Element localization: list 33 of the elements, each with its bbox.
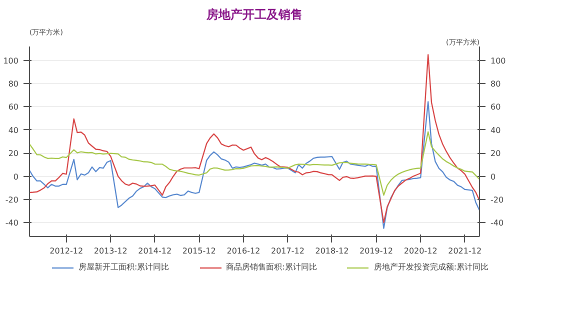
y2-tick-label: 100	[490, 56, 506, 66]
x-tick-label: 2017-12	[271, 246, 304, 256]
y2-tick-label: -40	[490, 218, 504, 228]
x-tick-label: 2013-12	[94, 246, 128, 256]
y2-tick-label: 60	[490, 102, 501, 112]
y2-tick-label: 80	[490, 80, 501, 89]
y-tick-label: 40	[8, 126, 19, 135]
x-tick-label: 2021-12	[448, 246, 482, 256]
x-tick-label: 2015-12	[182, 246, 216, 256]
x-tick-label: 2020-12	[404, 246, 438, 256]
y-tick-label: 60	[8, 102, 19, 112]
y-tick-label: 80	[8, 80, 19, 89]
y2-tick-label: 0	[490, 172, 496, 182]
y-tick-label: -40	[5, 218, 19, 228]
y-tick-label: 0	[13, 172, 19, 182]
chart-title: 房地产开工及销售	[206, 8, 302, 22]
x-tick-label: 2018-12	[315, 246, 349, 256]
y2-tick-label: -20	[490, 195, 504, 204]
x-tick-label: 2016-12	[226, 246, 260, 256]
legend-label: 房屋新开工面积:累计同比	[78, 262, 170, 272]
line-series	[30, 131, 480, 196]
line-series	[30, 54, 480, 224]
x-tick-label: 2014-12	[138, 246, 172, 256]
y-tick-label: -20	[5, 195, 19, 204]
x-tick-label: 2012-12	[50, 246, 84, 256]
x-tick-label: 2019-12	[360, 246, 393, 256]
y2-tick-label: 40	[490, 126, 501, 135]
line-series	[30, 101, 480, 229]
y-tick-label: 20	[8, 149, 19, 158]
legend-label: 商品房销售面积:累计同比	[226, 262, 317, 272]
y2-tick-label: 20	[490, 149, 501, 158]
y-tick-label: 100	[3, 56, 19, 66]
legend-label: 房地产开发投资完成额:累计同比	[374, 262, 489, 272]
